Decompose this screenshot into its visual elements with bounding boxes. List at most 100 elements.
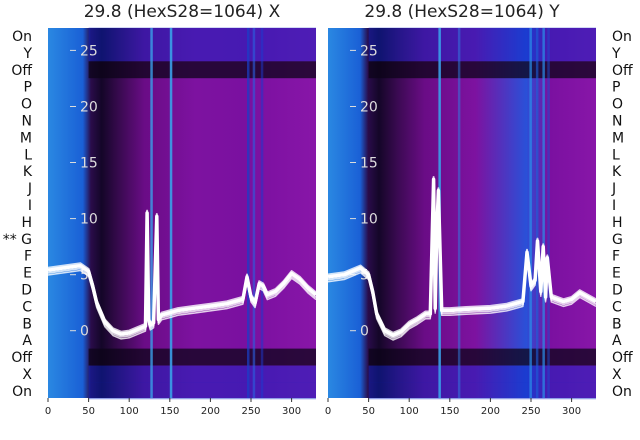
row-label-x-0: On [12,29,32,45]
x-tick-label-x-100: 100 [120,406,139,417]
row-label-y-17: B [612,316,622,332]
row-label-x-1: Y [22,46,32,62]
panel-y-heatmap-base [328,28,596,398]
row-label-x-4: O [21,97,32,113]
overlay-tick-label-x-10: 10 [80,212,98,228]
row-band-x-19 [88,348,317,366]
x-tick-label-x-150: 150 [160,406,179,417]
row-label-y-12: G [612,232,623,248]
panel-x-overlay-lines [47,209,318,340]
overlay-tick-label-x-25: 25 [80,43,98,59]
row-label-y-3: P [612,80,620,96]
stripe-y-3 [547,28,550,398]
overlay-tick-label-x-20: 20 [80,100,98,116]
row-label-x-11: H [21,215,32,231]
panel-x-bands [88,27,317,400]
row-label-y-2: Off [612,63,633,79]
overlay-tick-label-x-15: 15 [80,156,98,172]
row-label-y-13: F [612,249,620,265]
row-label-y-18: A [612,333,622,349]
row-label-y-1: Y [611,46,621,62]
row-label-y-8: K [612,164,622,180]
x-tick-label-y-0: 0 [325,406,331,417]
overlay-line-x-3 [47,217,317,340]
panel-y-title: 29.8 (HexS28=1064) Y [364,2,560,22]
x-tick-label-y-150: 150 [440,406,459,417]
panel-x-heatmap-base [48,28,316,398]
x-tick-label-x-200: 200 [201,406,220,417]
stripe-y-2 [542,28,545,398]
overlay-line-x-1 [47,209,317,333]
row-label-x-9: J [27,181,32,197]
row-label-y-20: X [612,367,622,383]
stripe-y-0 [529,28,532,398]
row-label-x-2: Off [11,63,32,79]
row-label-y-0: On [612,29,632,45]
row-label-x-15: D [21,283,32,299]
x-tick-label-y-100: 100 [400,406,419,417]
row-band-x-1 [88,44,317,62]
panel-y: 29.8 (HexS28=1064) Y OnYOffPONMLKJIHGFED… [325,2,633,417]
row-band-x-0 [88,27,317,45]
x-tick-label-x-0: 0 [45,406,51,417]
overlay-line-x-0 [47,211,318,336]
panel-y-overlay-lines [327,176,597,341]
row-band-x-21 [88,382,317,400]
panel-x-x-ticks: 0 50 100 150 200 250 300 [45,398,301,417]
row-label-x-10: I [28,198,32,214]
row-label-y-14: E [612,266,621,282]
stripe-x-1 [252,28,256,398]
stripe-x-3 [169,28,173,398]
row-label-x-8: K [23,164,33,180]
row-label-x-18: A [22,333,32,349]
row-label-x-20: X [22,367,32,383]
row-label-x-12: ** G [3,232,32,248]
row-label-y-16: C [612,299,622,315]
row-label-y-6: M [612,130,624,146]
row-label-y-11: H [612,215,623,231]
overlay-tick-label-y-25: 25 [360,43,378,59]
row-label-y-10: I [612,198,616,214]
stripe-x-2 [260,28,264,398]
row-band-y-21 [368,382,597,400]
x-tick-label-x-300: 300 [282,406,301,417]
x-tick-label-y-200: 200 [481,406,500,417]
row-label-y-5: N [612,114,622,130]
row-label-x-6: M [20,130,32,146]
row-band-y-20 [368,365,597,383]
overlay-tick-label-y-10: 10 [360,212,378,228]
panel-x-title: 29.8 (HexS28=1064) X [84,2,281,22]
row-label-x-5: N [22,114,32,130]
row-label-y-4: O [612,97,623,113]
stripe-x-4 [150,28,153,398]
row-label-y-19: Off [612,350,633,366]
row-band-y-1 [368,44,597,62]
row-band-x-20 [88,365,317,383]
row-label-x-17: B [22,316,32,332]
row-label-x-3: P [24,80,32,96]
x-tick-label-x-50: 50 [82,406,95,417]
row-label-y-15: D [612,283,623,299]
stripe-x-0 [247,28,250,398]
overlay-tick-label-x-5: 5 [80,268,89,284]
row-label-x-19: Off [11,350,32,366]
row-label-y-7: L [612,147,620,163]
overlay-tick-label-y-20: 20 [360,100,378,116]
overlay-line-x-2 [47,214,317,338]
overlay-tick-label-y-0: 0 [360,324,369,340]
row-label-x-21: On [12,384,32,400]
row-band-y-19 [368,348,597,366]
panel-x-overlay-ticks: 0 5 10 15 20 25 [70,43,98,340]
panel-y-x-ticks: 0 50 100 150 200 250 300 [325,398,581,417]
row-band-x-2 [88,61,317,79]
overlay-line-y-2 [327,181,597,339]
overlay-line-y-1 [327,176,597,334]
row-band-y-2 [368,61,597,79]
row-label-x-13: F [24,249,32,265]
stripe-y-5 [457,28,461,398]
x-tick-label-y-250: 250 [521,406,540,417]
